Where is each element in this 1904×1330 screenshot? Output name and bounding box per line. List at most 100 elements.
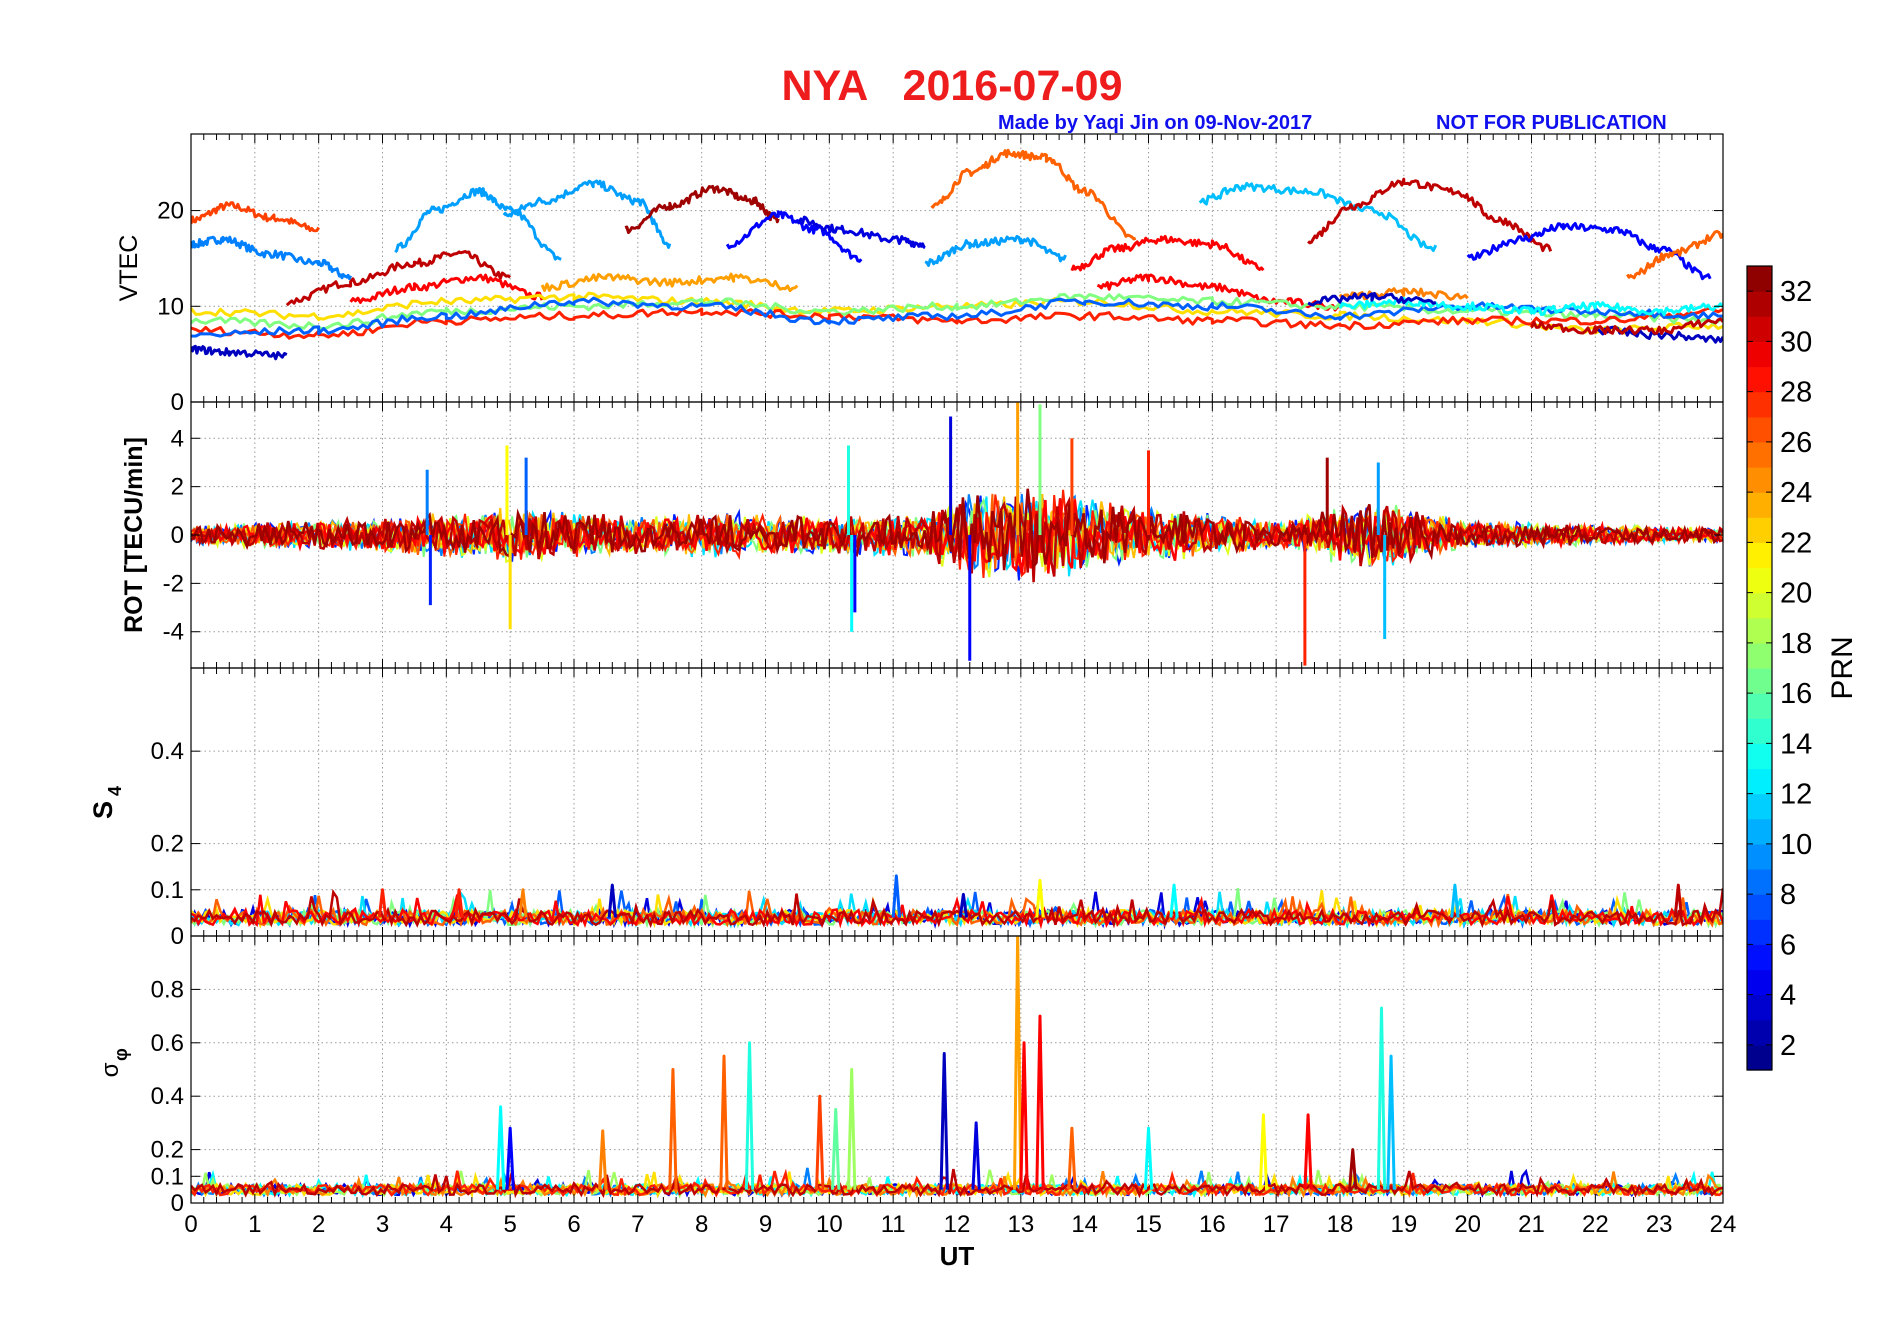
sigma_phi-spike	[1348, 1148, 1358, 1190]
x-axis-label: UT	[940, 1241, 975, 1271]
colorbar-band	[1747, 869, 1772, 895]
y-tick-label: 0.4	[151, 1083, 184, 1110]
x-tick-label: 12	[944, 1211, 971, 1238]
y-tick-label: 0.1	[151, 1163, 184, 1190]
sigma_phi-spike	[495, 1105, 506, 1190]
x-tick-label: 16	[1199, 1211, 1226, 1238]
sigma_phi-spike	[505, 1126, 515, 1190]
colorbar-band	[1747, 567, 1772, 594]
vtec-series-prn-29	[1070, 234, 1265, 272]
colorbar-band	[1747, 718, 1772, 744]
x-tick-label: 13	[1007, 1211, 1034, 1238]
y-axis-label-sigma-main: σ	[97, 1062, 124, 1077]
y-tick-label: 0	[171, 389, 184, 416]
x-tick-label: 22	[1582, 1211, 1609, 1238]
colorbar-band	[1747, 843, 1772, 870]
sigma_phi-spike	[1386, 1054, 1396, 1190]
y-axis-label-sigma-sub: φ	[111, 1048, 131, 1061]
s4-spike	[1450, 883, 1460, 918]
x-tick-label: 0	[184, 1211, 197, 1238]
x-tick-label: 5	[503, 1211, 516, 1238]
vtec-series-prn-31	[285, 250, 512, 307]
colorbar-band	[1747, 517, 1772, 543]
vtec-series-prn-31	[1307, 177, 1553, 253]
data-sigma_phi	[191, 936, 1723, 1199]
vtec-series-prn-5	[1466, 222, 1712, 281]
vtec-series-prn-24	[540, 272, 799, 293]
colorbar-band	[1747, 617, 1772, 644]
colorbar-tick-label: 28	[1780, 377, 1812, 409]
y-axis-label-sigma: σφ	[97, 1048, 131, 1077]
panel-frame	[190, 667, 1724, 937]
sigma_phi-spike	[598, 1129, 608, 1190]
x-tick-label: 17	[1263, 1211, 1290, 1238]
s4-spike	[454, 888, 464, 918]
x-tick-label: 18	[1327, 1211, 1354, 1238]
colorbar-band	[1747, 266, 1772, 292]
s4-spike	[377, 888, 388, 918]
vtec-series-prn-10	[394, 186, 562, 261]
sigma_phi-spike	[1303, 1113, 1313, 1190]
colorbar-band	[1747, 592, 1772, 619]
s4-spike	[891, 874, 902, 918]
colorbar-band	[1747, 391, 1772, 418]
sigma_phi-spike	[668, 1068, 678, 1190]
colorbar-band	[1747, 467, 1772, 493]
s4-series-prn-31	[191, 888, 1723, 929]
vtec-series-prn-13	[1338, 296, 1723, 317]
x-tick-label: 7	[631, 1211, 644, 1238]
sigma_phi-spike	[1067, 1126, 1077, 1190]
y-tick-label: 0	[171, 522, 184, 549]
y-tick-label: 4	[171, 425, 184, 452]
colorbar-tick-label: 2	[1780, 1030, 1796, 1062]
x-tick-label: 23	[1646, 1211, 1673, 1238]
y-tick-label: 0	[171, 1190, 184, 1217]
vtec-series-prn-10	[502, 179, 672, 249]
colorbar-band	[1747, 894, 1772, 920]
sigma_phi-spike	[719, 1054, 729, 1190]
colorbar-band	[1747, 542, 1772, 569]
vtec-series-prn-27	[191, 201, 320, 233]
s4-spike	[958, 892, 969, 918]
y-tick-label: 2	[171, 474, 184, 501]
x-tick-label: 10	[816, 1211, 843, 1238]
s4-spike	[1035, 879, 1045, 918]
sigma_phi-spike	[1258, 1113, 1269, 1190]
rot-series-prn-32	[191, 488, 1723, 571]
panel-rot: -4 -2 0 2 4 ROT [TECU/min]	[120, 401, 1724, 669]
colorbar-band	[1747, 642, 1772, 669]
colorbar-tick-label: 24	[1780, 477, 1812, 509]
s4-spike	[1169, 883, 1179, 918]
colorbar-tick-label: 14	[1780, 728, 1812, 760]
y-axis-label-rot: ROT [TECU/min]	[120, 437, 148, 633]
sigma_phi-spike	[1376, 1006, 1387, 1190]
colorbar-band	[1747, 316, 1772, 342]
sigma_phi-spike	[1012, 936, 1023, 1190]
colorbar-tick-label: 16	[1780, 678, 1812, 710]
data-s4	[191, 874, 1723, 930]
sigma_phi-spike	[971, 1121, 981, 1190]
colorbar-tick-label: 8	[1780, 879, 1796, 911]
colorbar-band	[1747, 366, 1772, 393]
colorbar-band	[1747, 969, 1772, 996]
colorbar-label: PRN	[1826, 636, 1859, 699]
x-tick-label: 21	[1518, 1211, 1545, 1238]
colorbar-band	[1747, 743, 1772, 770]
x-tick-label: 15	[1135, 1211, 1162, 1238]
s4-spike	[518, 888, 528, 918]
y-axis-label-s4-sub: 4	[105, 786, 125, 796]
y-axis-label-s4-main: S	[88, 801, 118, 819]
x-tick-label: 11	[881, 1211, 906, 1238]
vtec-series-prn-26	[1626, 229, 1723, 280]
colorbar-band	[1747, 818, 1772, 845]
x-tick-label: 4	[440, 1211, 453, 1238]
y-tick-label: 10	[157, 293, 184, 320]
colorbar-band	[1747, 919, 1772, 945]
vtec-series-prn-5	[725, 210, 863, 263]
x-tick-label: 14	[1071, 1211, 1098, 1238]
x-tick-label: 24	[1710, 1211, 1737, 1238]
vtec-series-prn-28	[191, 306, 1723, 340]
colorbar-band	[1747, 441, 1772, 468]
